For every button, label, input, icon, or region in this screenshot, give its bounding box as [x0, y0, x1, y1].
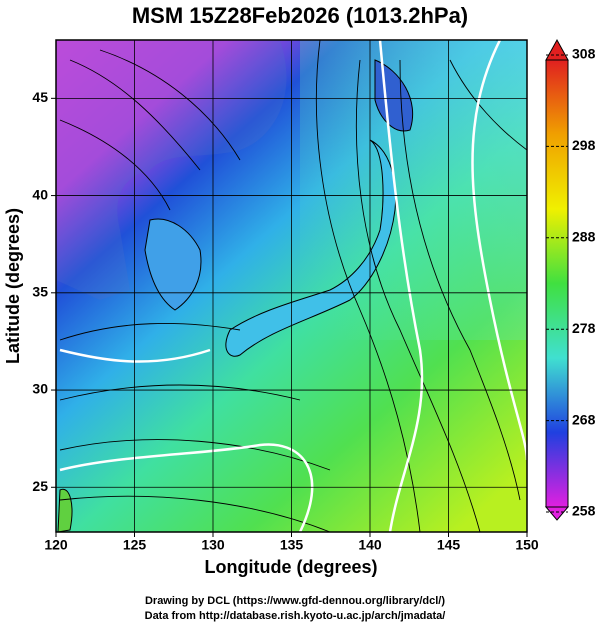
colorbar: 258 268 278 288 298 308: [544, 38, 596, 521]
footer: Data from http://database.rish.kyoto-u.a…: [145, 610, 446, 622]
title: MSM 15Z28Feb2026 (1013.2hPa): [132, 3, 468, 28]
japan: [225, 139, 397, 357]
colorbar-tick-label: 268: [572, 411, 596, 427]
colorbar-extend: [545, 38, 569, 61]
y-tick-label: 30: [32, 381, 48, 397]
isobars: [59, 40, 527, 532]
y-tick-label: 25: [32, 478, 48, 494]
footer: Drawing by DCL (https://www.gfd-dennou.o…: [145, 595, 445, 607]
x-tick-label: 125: [123, 537, 147, 553]
y-tick-label: 45: [32, 89, 48, 105]
x-axis-label: Longitude (degrees): [204, 557, 377, 577]
x-tick-label: 150: [515, 537, 539, 553]
colorbar-tick-label: 298: [572, 137, 596, 153]
colorbar-tick-label: 308: [572, 46, 596, 62]
x-tick-label: 130: [201, 537, 225, 553]
x-tick-label: 120: [44, 537, 68, 553]
colorbar-extend: [544, 506, 570, 521]
x-tick-label: 135: [280, 537, 304, 553]
land: [56, 40, 287, 300]
x-tick-label: 140: [358, 537, 382, 553]
streamlines: [59, 40, 527, 532]
y-tick-label: 35: [32, 284, 48, 300]
colorbar-scale: [545, 59, 569, 508]
colorbar-tick-label: 278: [572, 320, 596, 336]
korea: [144, 218, 202, 311]
taiwan: [57, 488, 73, 532]
colorbar-tick-label: 288: [572, 229, 596, 245]
x-tick-label: 145: [437, 537, 461, 553]
y-axis-label: Latitude (degrees): [3, 208, 23, 364]
colorbar-tick-label: 258: [572, 503, 596, 519]
y-tick-label: 40: [32, 186, 48, 202]
